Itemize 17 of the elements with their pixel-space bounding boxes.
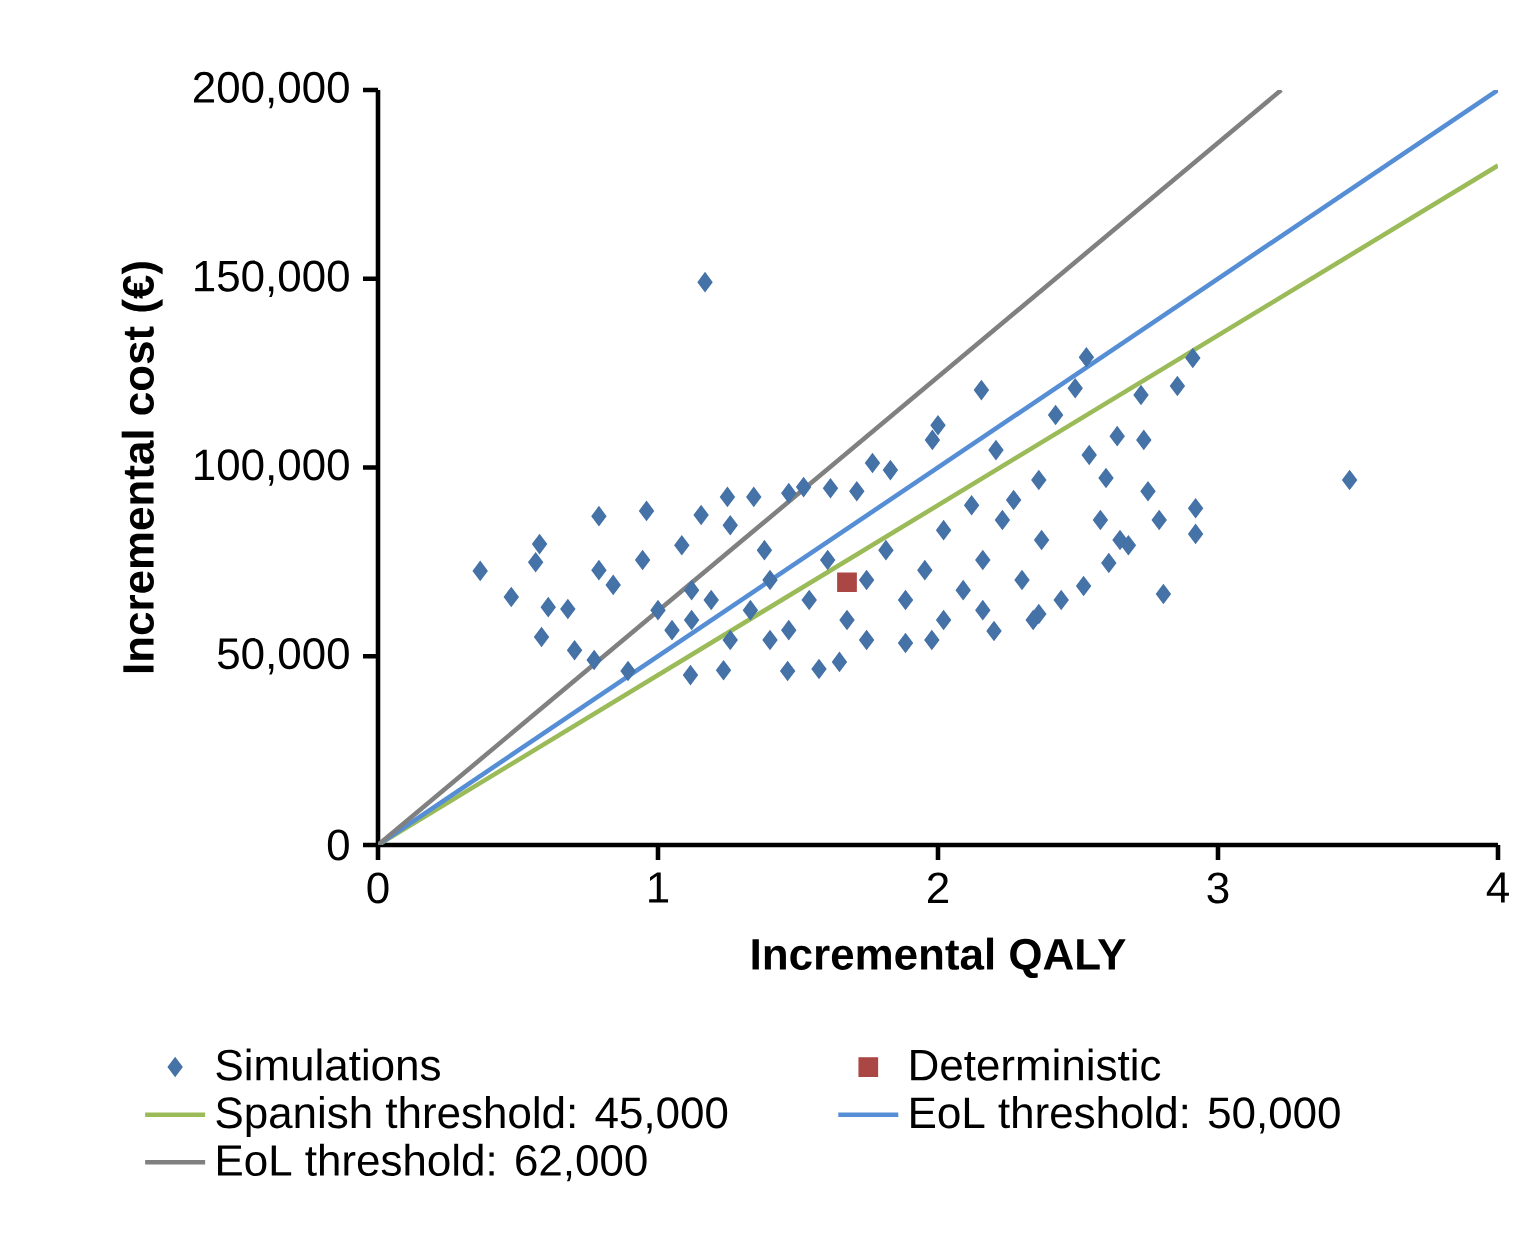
legend-label: Deterministic bbox=[911, 1048, 1161, 1081]
x-tick-label: 0 bbox=[367, 872, 389, 904]
legend-label: EoL threshold: 50,000 bbox=[911, 1096, 1340, 1134]
y-axis-title: Incremental cost (€) bbox=[121, 262, 163, 673]
legend-label: Spanish threshold: 45,000 bbox=[216, 1096, 728, 1138]
x-axis-title: Incremental QALY bbox=[752, 937, 1126, 979]
x-tick-label: 4 bbox=[1486, 872, 1509, 903]
legend-label: Simulations bbox=[216, 1048, 440, 1081]
y-tick-label: 100,000 bbox=[195, 449, 349, 486]
legend-label: EoL threshold: 62,000 bbox=[218, 1143, 647, 1182]
y-tick-label: 50,000 bbox=[217, 638, 349, 675]
y-tick-label: 150,000 bbox=[195, 260, 349, 297]
y-tick-label: 0 bbox=[327, 829, 349, 861]
x-tick-label: 1 bbox=[649, 872, 669, 903]
y-tick-label: 200,000 bbox=[193, 71, 349, 109]
x-tick-label: 3 bbox=[1207, 872, 1229, 904]
x-tick-label: 2 bbox=[927, 872, 948, 904]
